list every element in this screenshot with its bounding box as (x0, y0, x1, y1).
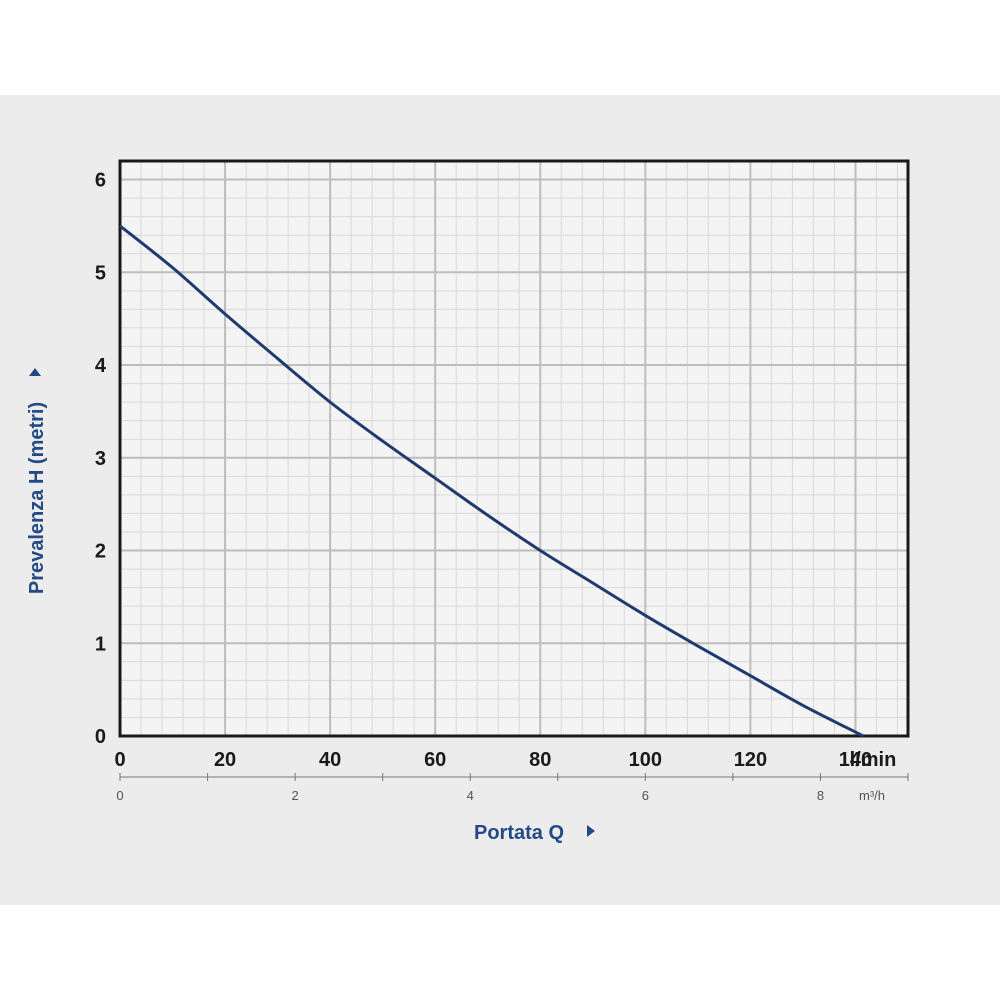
plot-area (120, 161, 908, 736)
x-axis-ticks: 0 20 40 60 80 100 120 140 (114, 749, 872, 771)
x-tick-label: 120 (734, 749, 767, 771)
series-line-head-curve (119, 224, 865, 738)
secondary-x-axis-unit: m³/h (859, 788, 885, 803)
y-tick-label: 0 (95, 726, 106, 748)
y-tick-label: 4 (95, 355, 107, 377)
x2-tick-label: 8 (817, 788, 824, 803)
arrow-right-icon (587, 825, 595, 837)
x-tick-label: 100 (629, 749, 662, 771)
x2-tick-label: 4 (467, 788, 474, 803)
y-axis-title-group: Prevalenza H (metri) (26, 368, 48, 594)
x-tick-label: 60 (424, 749, 446, 771)
x-tick-label: 80 (529, 749, 551, 771)
y-axis-ticks: 0 1 2 3 4 5 6 (95, 170, 107, 748)
x-axis-title-group: Portata Q (474, 822, 595, 844)
x-tick-label: 20 (214, 749, 236, 771)
x2-tick-label: 2 (291, 788, 298, 803)
x-tick-label: 40 (319, 749, 341, 771)
y-tick-label: 6 (95, 170, 106, 192)
arrow-up-icon (29, 368, 41, 376)
y-tick-label: 1 (95, 633, 106, 655)
x-axis-title: Portata Q (474, 822, 564, 844)
y-tick-label: 3 (95, 448, 106, 470)
x2-tick-label: 0 (116, 788, 123, 803)
y-tick-label: 5 (95, 262, 106, 284)
x-axis-unit: l/min (850, 749, 897, 771)
x-tick-label: 0 (114, 749, 125, 771)
x-tick-label: 140 (839, 749, 872, 771)
x2-tick-label: 6 (642, 788, 649, 803)
plot-frame (118, 159, 910, 738)
secondary-x-axis-ticks: 0 2 4 6 8 (116, 773, 909, 803)
y-tick-label: 2 (95, 541, 106, 563)
grid-major (120, 161, 908, 736)
y-axis-title: Prevalenza H (metri) (26, 402, 48, 594)
